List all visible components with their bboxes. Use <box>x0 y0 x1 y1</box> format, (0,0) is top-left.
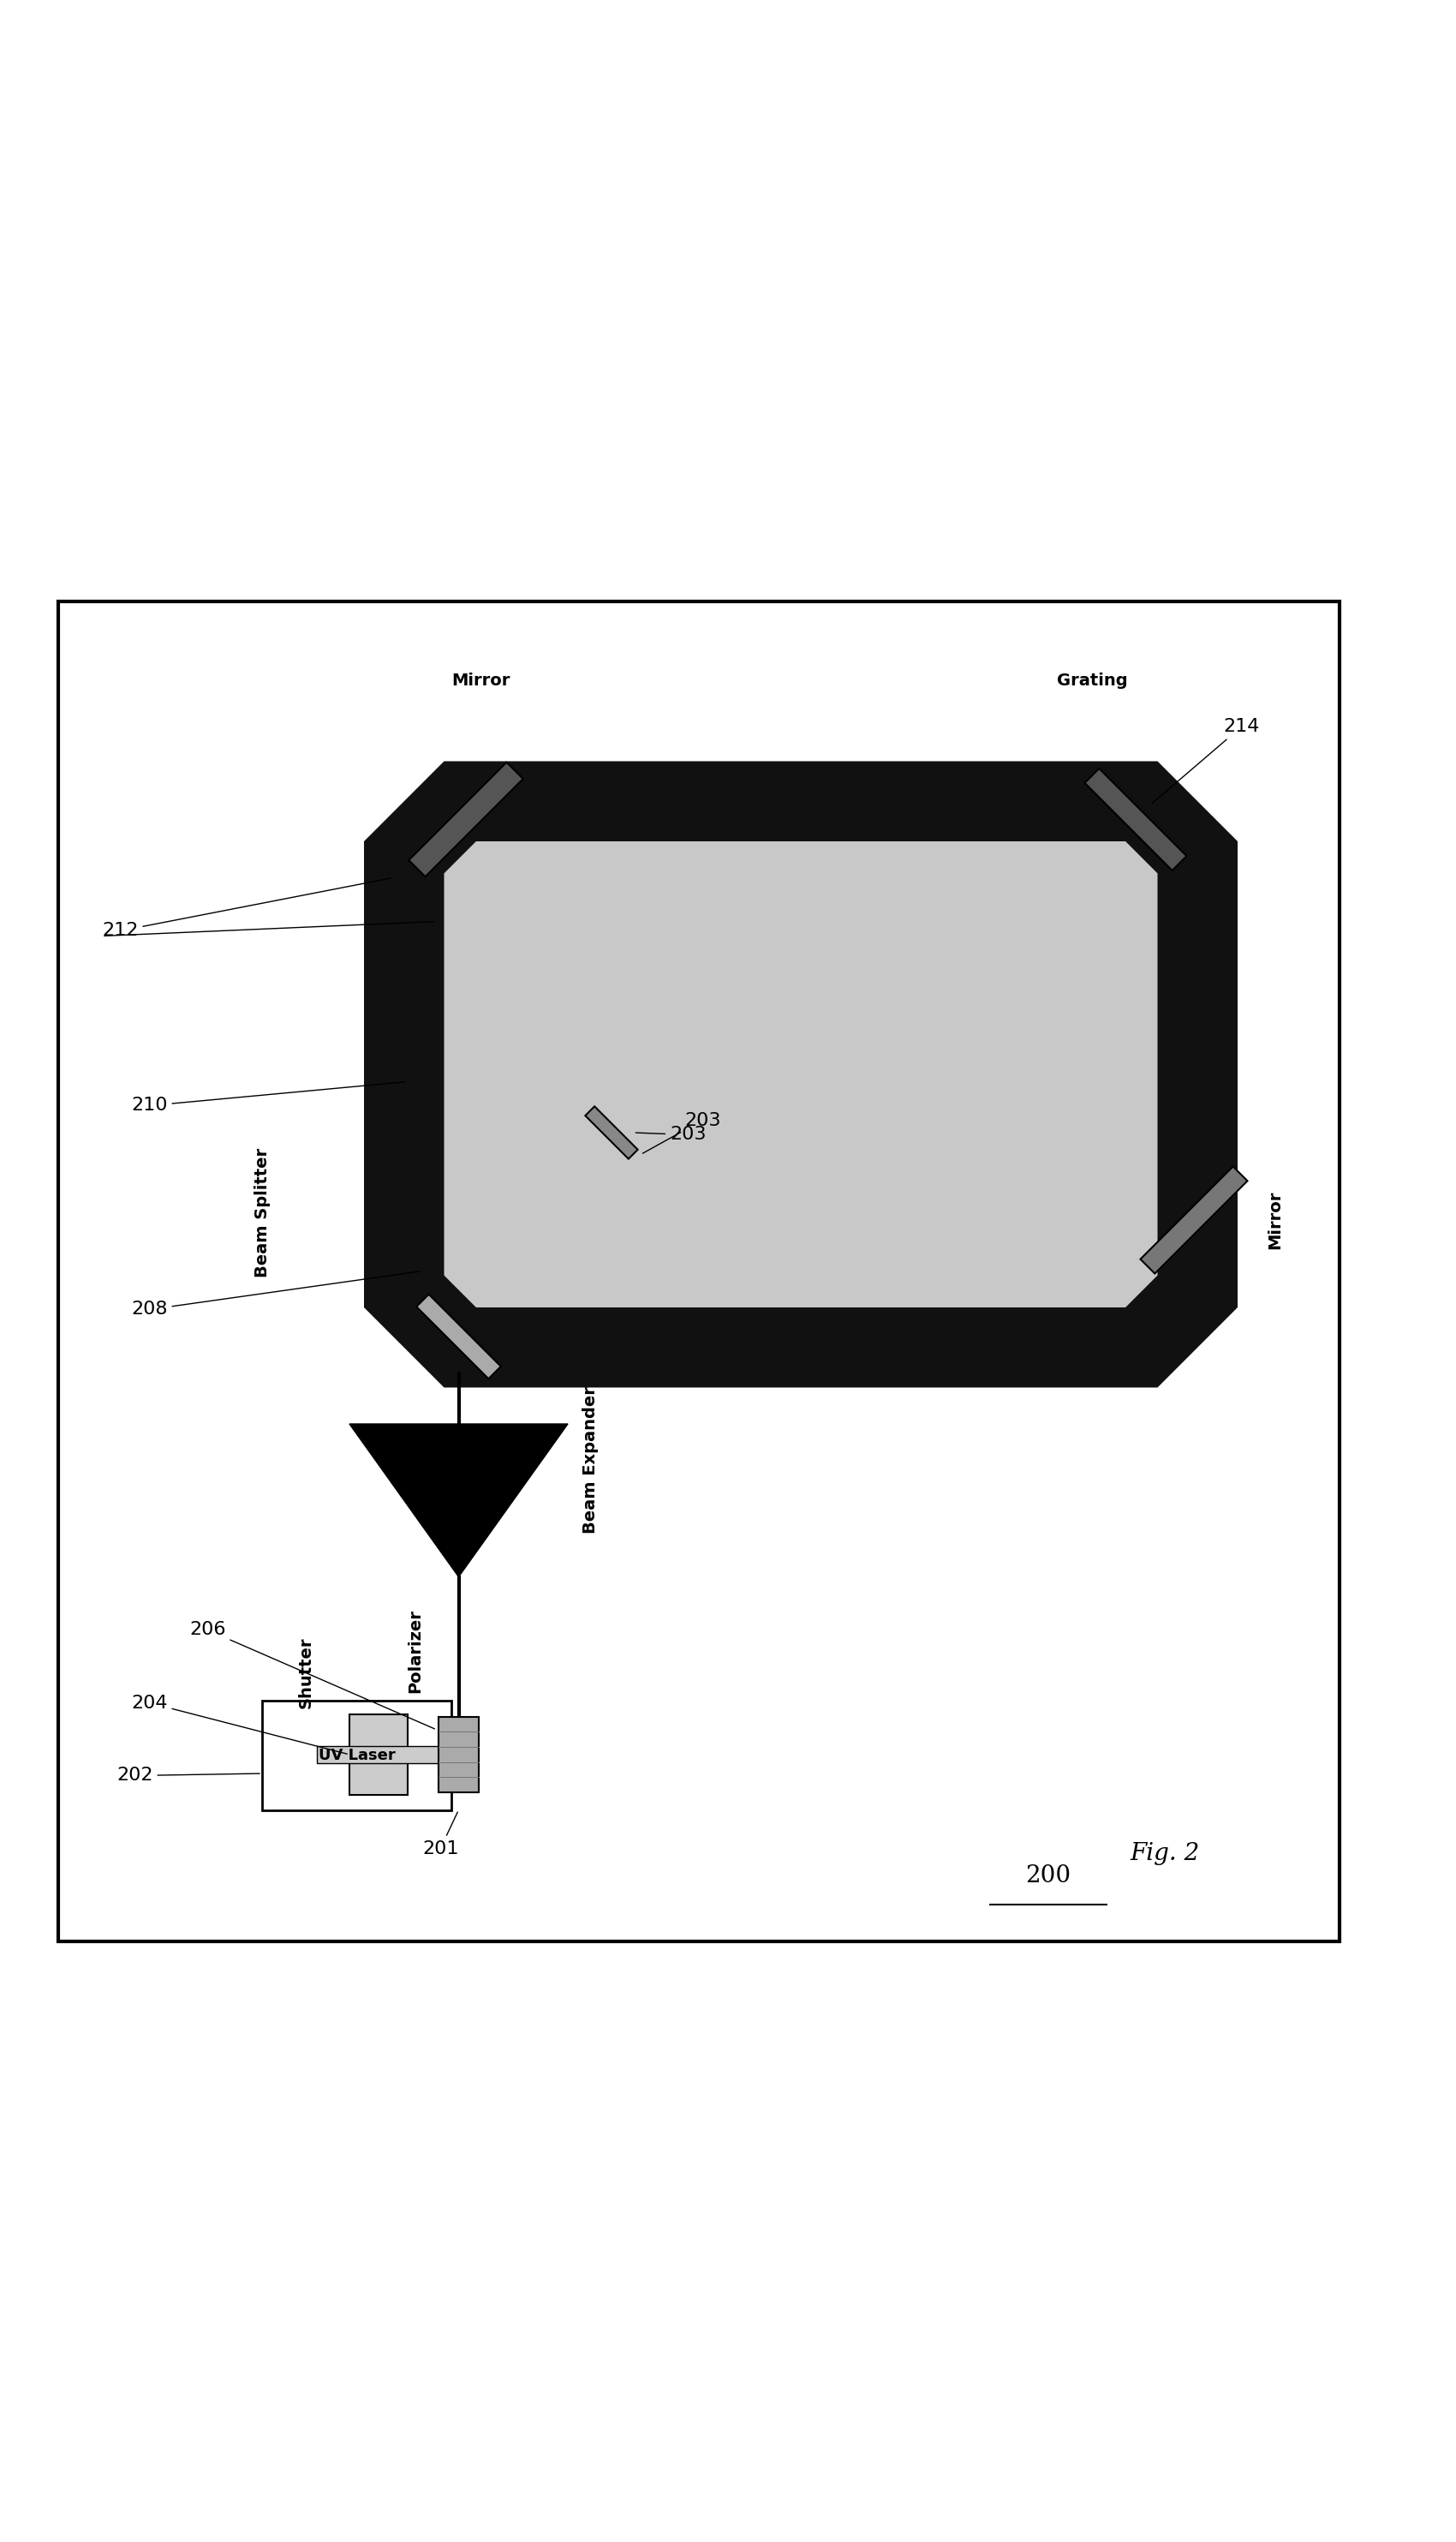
Text: Polarizer: Polarizer <box>406 1609 424 1693</box>
Text: 203: 203 <box>636 1126 706 1144</box>
Text: UV Laser: UV Laser <box>319 1746 395 1764</box>
Text: 212: 212 <box>102 877 390 941</box>
Text: Fig. 2: Fig. 2 <box>1130 1843 1200 1866</box>
Text: 204: 204 <box>131 1693 347 1754</box>
Polygon shape <box>1085 768 1187 869</box>
Text: 200: 200 <box>1025 1863 1072 1886</box>
Bar <box>349 1713 408 1795</box>
Text: Mirror: Mirror <box>451 671 510 689</box>
Bar <box>262 1701 451 1810</box>
Bar <box>438 1716 479 1792</box>
Polygon shape <box>416 1294 501 1378</box>
Polygon shape <box>409 763 523 877</box>
Text: 206: 206 <box>189 1622 434 1729</box>
Text: Mirror: Mirror <box>1267 1190 1283 1248</box>
Text: 214: 214 <box>1152 719 1259 803</box>
Polygon shape <box>444 841 1158 1307</box>
Text: 203: 203 <box>642 1111 721 1154</box>
Text: Beam Expander: Beam Expander <box>582 1388 598 1533</box>
Bar <box>58 600 1340 1942</box>
Text: Grating: Grating <box>1057 671 1127 689</box>
Text: 208: 208 <box>131 1271 419 1319</box>
Text: 210: 210 <box>131 1083 405 1113</box>
Polygon shape <box>349 1424 568 1576</box>
Text: Shutter: Shutter <box>297 1637 314 1708</box>
Polygon shape <box>364 760 1238 1388</box>
Polygon shape <box>585 1106 638 1159</box>
Polygon shape <box>1140 1167 1248 1274</box>
Bar <box>316 1746 440 1764</box>
Text: Beam Splitter: Beam Splitter <box>253 1149 271 1279</box>
Text: 202: 202 <box>116 1767 259 1784</box>
Text: 201: 201 <box>422 1812 459 1858</box>
